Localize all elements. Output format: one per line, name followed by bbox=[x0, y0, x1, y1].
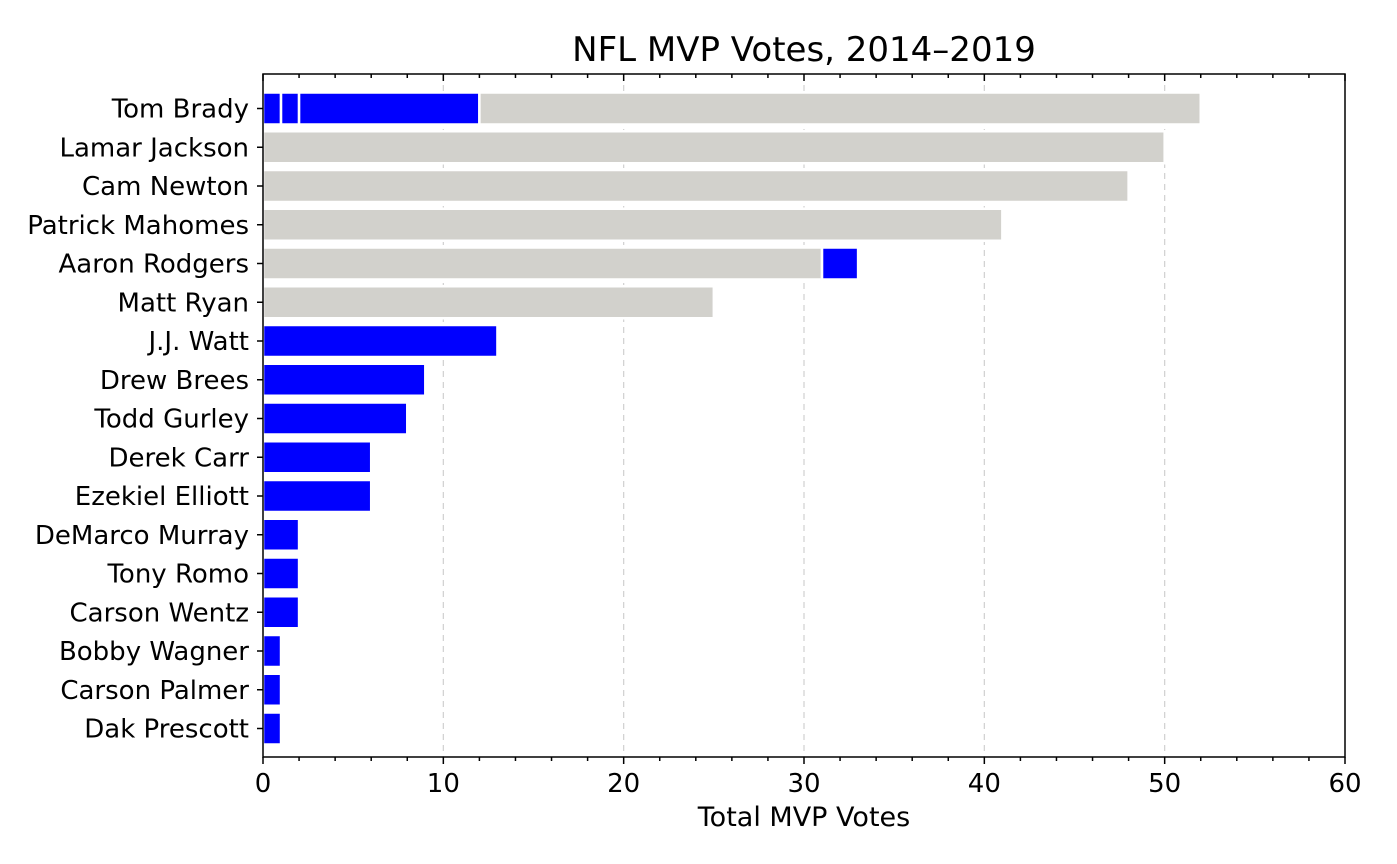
bar-10-segment-0 bbox=[261, 478, 373, 514]
bar-5-segment-0 bbox=[261, 285, 716, 320]
bar-6-segment-0 bbox=[261, 323, 499, 359]
bar-13-segment-0 bbox=[261, 595, 301, 630]
x-tick-label-60: 60 bbox=[1328, 769, 1361, 799]
bar-16-segment-0 bbox=[261, 711, 283, 746]
category-label-2: Cam Newton bbox=[82, 172, 249, 202]
bar-3-segment-0 bbox=[261, 207, 1004, 242]
category-label-9: Derek Carr bbox=[109, 443, 250, 473]
x-tick-label-0: 0 bbox=[255, 769, 272, 799]
bar-0-segment-2 bbox=[297, 91, 481, 126]
x-tick-label-10: 10 bbox=[427, 769, 460, 799]
category-label-3: Patrick Mahomes bbox=[27, 211, 249, 241]
bar-11-segment-0 bbox=[261, 517, 301, 552]
x-tick-label-20: 20 bbox=[607, 769, 640, 799]
bar-14-segment-0 bbox=[261, 633, 283, 669]
category-label-6: J.J. Watt bbox=[147, 327, 250, 357]
chart-title: NFL MVP Votes, 2014–2019 bbox=[572, 30, 1036, 70]
category-label-7: Drew Brees bbox=[100, 366, 249, 396]
bar-15-segment-0 bbox=[261, 672, 283, 707]
category-label-16: Dak Prescott bbox=[84, 715, 249, 745]
bar-0-segment-0 bbox=[261, 91, 283, 126]
category-label-10: Ezekiel Elliott bbox=[75, 482, 249, 512]
x-tick-label-30: 30 bbox=[787, 769, 820, 799]
category-label-5: Matt Ryan bbox=[118, 288, 249, 318]
x-tick-label-40: 40 bbox=[968, 769, 1001, 799]
bar-4-segment-0 bbox=[261, 246, 824, 281]
bars bbox=[261, 91, 1202, 746]
axis-ticks: 0 10 20 30 40 50 60 bbox=[255, 74, 1362, 799]
category-label-1: Lamar Jackson bbox=[59, 133, 249, 163]
category-label-11: DeMarco Murray bbox=[35, 521, 249, 551]
x-axis-label: Total MVP Votes bbox=[697, 802, 910, 833]
category-label-13: Carson Wentz bbox=[70, 598, 249, 628]
category-label-14: Bobby Wagner bbox=[59, 637, 249, 667]
bar-1-segment-0 bbox=[261, 130, 1166, 165]
category-labels: Tom Brady Lamar Jackson Cam Newton Patrick … bbox=[27, 95, 249, 745]
category-label-0: Tom Brady bbox=[111, 95, 249, 125]
category-label-12: Tony Romo bbox=[106, 560, 249, 590]
bar-0-segment-1 bbox=[279, 91, 301, 126]
bar-7-segment-0 bbox=[261, 362, 427, 397]
bar-0-segment-3 bbox=[478, 91, 1202, 126]
bar-2-segment-0 bbox=[261, 168, 1130, 204]
x-tick-label-50: 50 bbox=[1148, 769, 1181, 799]
category-label-15: Carson Palmer bbox=[60, 676, 249, 706]
category-label-8: Todd Gurley bbox=[93, 405, 249, 435]
category-label-4: Aaron Rodgers bbox=[58, 250, 249, 280]
bar-12-segment-0 bbox=[261, 556, 301, 591]
bar-4-segment-1 bbox=[820, 246, 860, 281]
bar-9-segment-0 bbox=[261, 440, 373, 475]
bar-8-segment-0 bbox=[261, 401, 409, 436]
